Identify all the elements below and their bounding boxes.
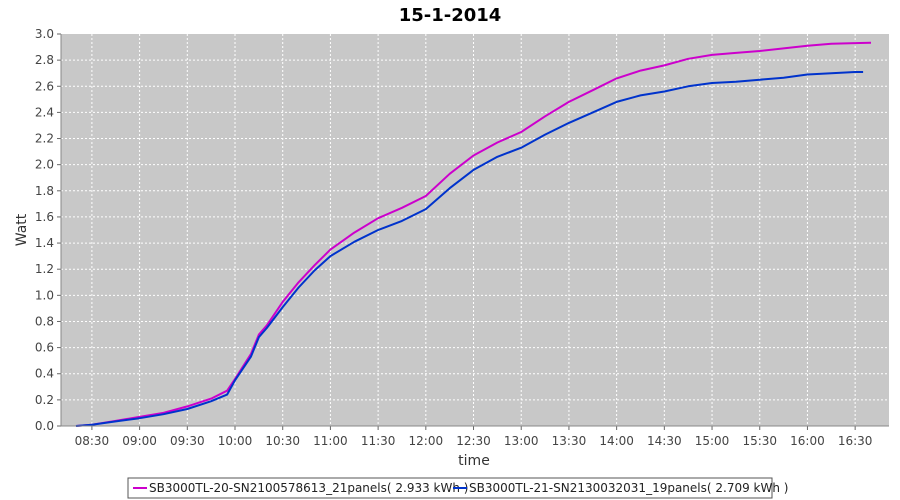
y-tick-label: 0.6 (35, 341, 54, 355)
y-tick-label: 2.8 (35, 53, 54, 67)
x-tick-label: 12:30 (456, 434, 491, 448)
axes (57, 33, 889, 430)
legend-items: SB3000TL-20-SN2100578613_21panels( 2.933… (133, 481, 788, 495)
x-tick-label: 10:00 (218, 434, 253, 448)
plot-area (61, 34, 889, 426)
x-tick-label: 11:00 (313, 434, 348, 448)
chart-title: 15-1-2014 (399, 5, 502, 26)
y-tick-label: 1.8 (35, 184, 54, 198)
x-tick-label: 09:30 (170, 434, 205, 448)
legend: SB3000TL-20-SN2100578613_21panels( 2.933… (127, 477, 788, 499)
y-tick-label: 0.2 (35, 393, 54, 407)
y-tick-label: 2.2 (35, 132, 54, 146)
y-tick-label: 0.8 (35, 314, 54, 328)
legend-label-2: SB3000TL-21-SN2130032031_19panels( 2.709… (469, 481, 788, 495)
x-tick-label: 08:30 (75, 434, 110, 448)
x-tick-label: 15:00 (695, 434, 730, 448)
y-tick-label: 2.6 (35, 79, 54, 93)
series-line-2 (75, 71, 864, 427)
x-tick-label: 15:30 (742, 434, 777, 448)
y-tick-label: 1.0 (35, 288, 54, 302)
y-tick-label: 3.0 (35, 27, 54, 41)
x-tick-label: 14:30 (647, 434, 682, 448)
x-tick-label: 10:30 (265, 434, 300, 448)
legend-box (127, 477, 773, 499)
grid-lines (61, 34, 889, 426)
y-tick-label: 1.6 (35, 210, 54, 224)
y-tick-label: 2.0 (35, 158, 54, 172)
series-line-1 (75, 41, 872, 427)
x-tick-label: 16:00 (790, 434, 825, 448)
y-tick-label: 0.0 (35, 419, 54, 433)
y-axis-label: Watt (14, 213, 30, 246)
y-tick-label: 1.4 (35, 236, 54, 250)
x-tick-label: 16:30 (838, 434, 873, 448)
y-tick-labels: 0.0 0.2 0.4 0.6 0.8 1.0 1.2 1.4 1.6 1.8 2.0 2.2 2.4 2… (35, 27, 54, 433)
series-lines (75, 41, 872, 427)
x-tick-label: 13:00 (504, 434, 539, 448)
legend-label-1: SB3000TL-20-SN2100578613_21panels( 2.933… (149, 481, 468, 495)
y-tick-label: 2.4 (35, 105, 54, 119)
y-tick-label: 1.2 (35, 262, 54, 276)
x-axis-label: time (458, 453, 490, 469)
x-tick-labels: 08:30 09:00 09:30 10:00 10:30 11:00 11:30 12:00… (75, 434, 873, 448)
x-tick-label: 13:30 (552, 434, 587, 448)
x-tick-label: 12:00 (409, 434, 444, 448)
x-tick-label: 09:00 (122, 434, 157, 448)
y-tick-label: 0.4 (35, 367, 54, 381)
x-tick-label: 11:30 (361, 434, 396, 448)
x-tick-label: 14:00 (599, 434, 634, 448)
